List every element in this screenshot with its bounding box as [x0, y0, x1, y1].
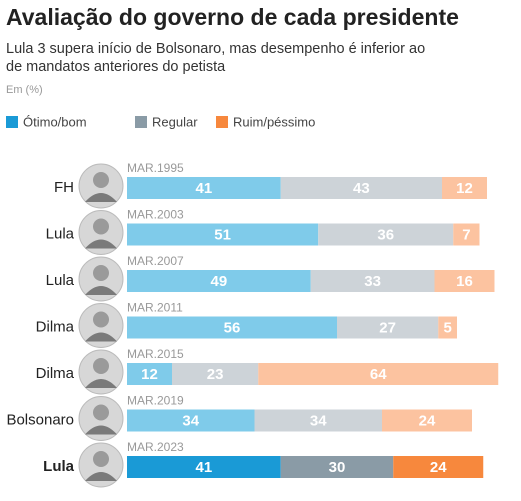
legend-label: Regular: [152, 114, 198, 129]
value-label: 41: [196, 459, 213, 476]
bar-segment: [382, 409, 472, 432]
value-label: 12: [141, 366, 158, 383]
chart-subtitle: de mandatos anteriores do petista: [6, 59, 226, 75]
date-label: MAR.2019: [127, 394, 184, 408]
date-label: MAR.2007: [127, 254, 184, 268]
date-label: MAR.2015: [127, 347, 184, 361]
value-label: 51: [214, 226, 231, 243]
bar-segment: [127, 177, 281, 199]
value-label: 24: [430, 459, 447, 476]
value-label: 64: [370, 366, 387, 383]
value-label: 34: [310, 412, 327, 429]
value-label: 49: [211, 273, 228, 290]
category-label: FH: [54, 179, 74, 196]
date-label: MAR.2023: [127, 440, 184, 454]
value-label: 43: [353, 180, 370, 197]
bar-segment: [337, 316, 439, 339]
avatar-body: [85, 379, 117, 388]
bar-segment: [127, 456, 281, 478]
bar-segment: [172, 363, 259, 385]
legend-swatch: [6, 116, 18, 128]
unit-note: Em (%): [6, 84, 43, 96]
avatar-head: [93, 404, 109, 421]
value-label: 23: [207, 366, 224, 383]
value-label: 12: [456, 180, 473, 197]
legend-label: Ótimo/bom: [23, 114, 87, 129]
avatar-head: [93, 451, 109, 467]
value-label: 34: [182, 412, 199, 429]
category-label: Dilma: [36, 318, 75, 335]
bar-segment: [280, 456, 394, 478]
bar-segment: [393, 456, 484, 478]
avatar-body: [85, 472, 117, 481]
avatar-head: [93, 358, 109, 374]
value-label: 27: [379, 319, 396, 336]
value-label: 5: [443, 319, 451, 336]
value-label: 24: [419, 412, 436, 429]
avatar-head: [93, 218, 109, 235]
bar-segment: [453, 223, 480, 246]
bar-segment: [127, 316, 337, 339]
value-label: 36: [377, 226, 394, 243]
bar-segment: [254, 409, 382, 432]
bar-segment: [318, 223, 454, 246]
bar-segment: [434, 270, 495, 292]
value-label: 7: [462, 226, 470, 243]
category-label: Bolsonaro: [6, 411, 74, 428]
legend-label: Ruim/péssimo: [233, 114, 315, 129]
avatar-body: [85, 193, 117, 202]
category-label: Lula: [46, 272, 75, 289]
category-label: Lula: [43, 458, 74, 475]
bar-segment: [127, 270, 311, 292]
bar-segment: [258, 363, 499, 385]
bar-segment: [127, 409, 255, 432]
date-label: MAR.2011: [127, 301, 183, 315]
legend-swatch: [135, 116, 147, 128]
date-label: MAR.2003: [127, 208, 184, 222]
value-label: 33: [364, 273, 381, 290]
avatar-body: [85, 239, 117, 249]
bar-segment: [127, 223, 319, 246]
value-label: 56: [224, 319, 241, 336]
category-label: Dilma: [36, 365, 75, 382]
bar-segment: [438, 316, 457, 339]
date-label: MAR.1995: [127, 161, 184, 175]
legend-swatch: [216, 116, 228, 128]
bar-segment: [442, 177, 487, 199]
chart-subtitle: Lula 3 supera início de Bolsonaro, mas d…: [6, 41, 425, 57]
avatar-body: [85, 286, 117, 295]
category-label: Lula: [46, 225, 75, 242]
avatar-head: [93, 311, 109, 328]
avatar-body: [85, 332, 117, 342]
bar-segment: [127, 363, 172, 385]
bar-segment: [280, 177, 442, 199]
chart-title: Avaliação do governo de cada presidente: [6, 4, 459, 30]
avatar-head: [93, 172, 109, 188]
bar-segment: [310, 270, 435, 292]
value-label: 30: [329, 459, 346, 476]
value-label: 16: [456, 273, 473, 290]
avatar-head: [93, 265, 109, 281]
value-label: 41: [196, 180, 213, 197]
avatar-body: [85, 425, 117, 435]
